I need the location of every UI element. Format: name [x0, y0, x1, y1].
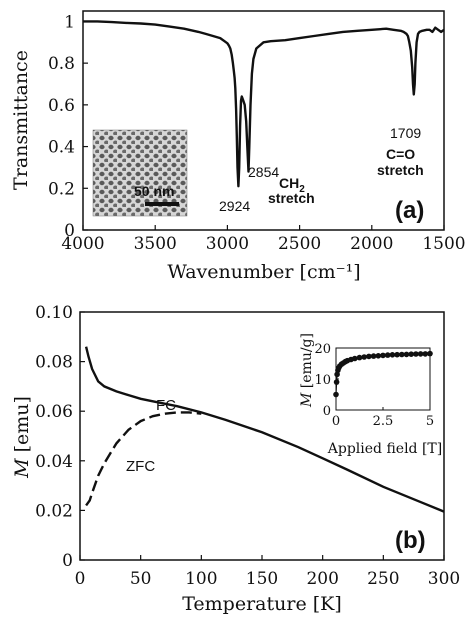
mh-data-point — [422, 351, 429, 357]
y-tick-label: 0.4 — [48, 138, 75, 158]
inset-y-tick-label: 0 — [323, 404, 331, 419]
co-label: C=O — [386, 146, 415, 162]
panel-a-xlabel: Wavenumber [cm⁻¹] — [167, 261, 360, 283]
y-tick-label: 0 — [62, 551, 73, 571]
inset-y-tick-label: 20 — [314, 342, 331, 357]
panel-a-tag: (a) — [395, 197, 424, 224]
peak-label-1709: 1709 — [390, 125, 421, 141]
x-tick-label: 100 — [185, 569, 217, 589]
x-tick-label: 150 — [246, 569, 278, 589]
fc-curve — [84, 346, 445, 513]
x-tick-label: 3000 — [206, 234, 249, 254]
zfc-label: ZFC — [126, 458, 155, 475]
mh-data-point — [394, 351, 400, 358]
y-tick-label: 0.06 — [35, 402, 73, 422]
mh-data-point — [352, 355, 358, 362]
y-tick-label: 0.6 — [48, 96, 75, 116]
ir-spectrum-line — [83, 20, 445, 188]
x-tick-label: 3500 — [134, 234, 177, 254]
peak-label-2924: 2924 — [219, 198, 250, 214]
y-tick-label: 1 — [64, 12, 75, 32]
x-tick-label: 300 — [428, 569, 460, 589]
mh-inset: 0 2.5 5 0 10 20 Applied field [T] M [emu/g] — [299, 333, 442, 457]
fc-label: FC — [156, 397, 176, 414]
inset-x-tick-label: 2.5 — [373, 414, 394, 429]
x-tick-label: 1500 — [422, 234, 465, 254]
mh-data-point — [370, 353, 377, 359]
mh-data-point — [427, 350, 433, 357]
inset-y-tick-label: 10 — [314, 373, 331, 388]
y-tick-label: 0 — [64, 221, 75, 241]
panel-b: 0 50 100 150 200 250 30000.020.040.060.080.10 … — [11, 303, 460, 615]
mh-data-point — [413, 351, 419, 357]
mh-inset-axes: 0 2.5 5 0 10 20 — [314, 342, 434, 429]
y-tick-label: 0.8 — [48, 54, 75, 74]
panel-a-ylabel: Transmittance — [10, 50, 32, 190]
panel-b-frame — [79, 311, 445, 561]
mh-inset-ylabel: M [emu/g] — [299, 333, 315, 408]
y-tick-label: 0.04 — [35, 452, 73, 472]
co-stretch-label: stretch — [377, 162, 424, 178]
mh-data-point — [399, 351, 405, 358]
ch2-label: CH2 — [279, 175, 305, 195]
peak-label-2854: 2854 — [248, 164, 279, 180]
x-tick-label: 2000 — [350, 234, 393, 254]
mh-data-point — [361, 354, 368, 360]
mh-data-point — [380, 352, 386, 359]
x-tick-label: 4000 — [61, 234, 104, 254]
y-tick-label: 0.10 — [35, 303, 73, 323]
panel-a: 4000 3500 3000 2500 2000 1500 0 0.2 0.4 0.6 0.8 1 5… — [10, 10, 466, 283]
tem-scale-label: 50 nm — [134, 183, 174, 199]
x-tick-label: 50 — [130, 569, 152, 589]
panel-b-tag: (b) — [395, 527, 426, 554]
panel-a-axes: 4000 3500 3000 2500 2000 1500 0 0.2 0.4 0.6 0.8 1 — [48, 12, 466, 254]
tem-inset: 50 nm — [92, 129, 188, 217]
mh-data-point — [333, 379, 340, 385]
mh-data-point — [389, 352, 396, 358]
panel-a-frame — [82, 10, 445, 231]
x-tick-label: 0 — [75, 569, 86, 589]
mh-data-point — [375, 353, 382, 359]
mh-data-point — [356, 354, 363, 361]
mh-data-point — [417, 351, 424, 357]
inset-x-tick-label: 5 — [426, 414, 434, 429]
mh-data-point — [408, 351, 415, 358]
x-tick-label: 250 — [367, 569, 399, 589]
zfc-curve — [85, 411, 202, 507]
ch2-stretch-label: stretch — [268, 190, 315, 206]
x-tick-label: 200 — [306, 569, 338, 589]
tem-image — [92, 129, 188, 217]
mh-inset-xlabel: Applied field [T] — [327, 441, 442, 457]
panel-b-ylabel: M [emu] — [11, 396, 33, 479]
mh-inset-points — [333, 350, 433, 398]
y-tick-label: 0.02 — [35, 501, 73, 521]
mh-data-point — [384, 352, 391, 358]
mh-data-point — [366, 353, 372, 360]
tem-scale-bar — [145, 202, 179, 206]
panel-b-xlabel: Temperature [K] — [182, 593, 342, 615]
x-tick-label: 2500 — [278, 234, 321, 254]
y-tick-label: 0.08 — [35, 353, 73, 373]
inset-x-tick-label: 0 — [332, 414, 340, 429]
mh-data-point — [403, 351, 410, 358]
mh-data-point — [333, 391, 339, 398]
y-tick-label: 0.2 — [48, 179, 75, 199]
